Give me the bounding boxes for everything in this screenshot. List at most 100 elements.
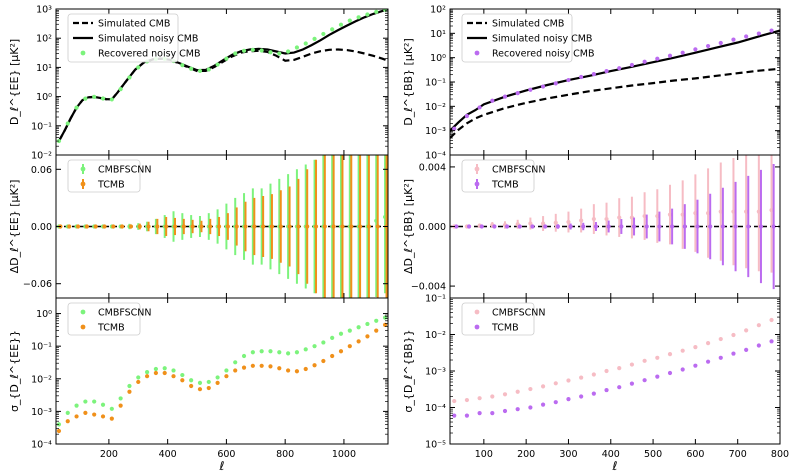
data-point: [756, 209, 761, 214]
data-point: [515, 389, 520, 394]
data-point: [693, 363, 698, 368]
data-point: [718, 40, 723, 46]
data-point: [705, 341, 711, 346]
legend-label: Simulated noisy CMB: [492, 34, 592, 45]
data-point: [374, 328, 379, 333]
data-point: [382, 9, 388, 12]
data-point: [771, 224, 776, 229]
data-point: [84, 224, 89, 229]
data-point: [718, 355, 723, 360]
data-point: [190, 224, 195, 229]
ee-residual-ylabel: ΔD_ℓ^{EE} [μK²]: [8, 180, 21, 274]
chart-text: 10⁻² 10⁻¹ 10⁰ 10¹ 10² 10³ D_ℓ^{EE} [μK²] Simula…: [8, 5, 789, 461]
data-point: [655, 355, 660, 360]
data-point: [667, 370, 673, 376]
data-point: [744, 209, 749, 214]
ee-sigma-frame: [55, 297, 389, 445]
x-tick-label: 300: [559, 449, 577, 460]
data-point: [206, 379, 211, 385]
data-point: [65, 121, 70, 126]
data-point: [655, 374, 660, 379]
data-point: [543, 224, 548, 229]
data-point: [330, 353, 335, 359]
legend-label: Simulated noisy CMB: [98, 34, 198, 45]
data-point: [171, 368, 176, 373]
data-point: [338, 331, 344, 336]
x-tick-label: 200: [517, 449, 535, 460]
legend-label: Simulated CMB: [492, 19, 564, 30]
data-point: [197, 380, 203, 385]
data-point: [312, 36, 317, 41]
data-point: [705, 210, 711, 216]
x-tick-label: 700: [729, 449, 747, 460]
data-point: [606, 224, 611, 229]
data-point: [579, 394, 584, 399]
data-point: [180, 372, 185, 378]
data-point: [224, 368, 229, 373]
data-point: [731, 332, 736, 338]
data-point: [553, 220, 558, 225]
data-point: [619, 224, 624, 229]
data-point: [118, 87, 123, 92]
data-point: [294, 350, 300, 355]
y-tick-label: 0.000: [419, 222, 446, 233]
data-point: [490, 411, 495, 416]
data-point: [347, 18, 352, 23]
data-point: [477, 411, 482, 416]
data-point: [731, 209, 736, 214]
data-point: [591, 216, 596, 222]
series-line-simulated-cmb: [57, 48, 388, 142]
legend-label: CMBFSCNN: [98, 308, 152, 319]
data-point: [720, 224, 725, 229]
series-line-simulated-cmb: [450, 67, 780, 139]
series-line-simulated-noisy-cmb: [57, 9, 388, 142]
data-point: [604, 387, 609, 393]
data-point: [67, 224, 72, 229]
data-point: [591, 391, 596, 396]
data-point: [528, 405, 533, 410]
data-point: [127, 75, 132, 80]
data-point: [349, 224, 354, 229]
data-point: [490, 98, 495, 103]
x-tick-label: 1000: [332, 449, 356, 460]
legend-label: CMBFSCNN: [98, 165, 152, 176]
data-point: [579, 74, 584, 80]
data-point: [303, 41, 308, 46]
data-point: [162, 366, 167, 371]
data-point: [718, 209, 723, 214]
data-point: [530, 224, 535, 229]
data-point: [338, 22, 344, 27]
data-point: [744, 347, 749, 352]
data-point: [502, 408, 508, 414]
legend-marker: [80, 181, 86, 187]
data-point: [294, 45, 300, 50]
data-point: [259, 363, 264, 368]
data-point: [365, 321, 370, 327]
data-point: [756, 323, 761, 328]
data-point: [312, 344, 317, 349]
data-point: [490, 394, 495, 399]
data-point: [746, 224, 751, 229]
data-point: [278, 224, 283, 229]
data-point: [657, 224, 662, 229]
data-point: [172, 224, 178, 229]
data-point: [357, 224, 363, 229]
data-point: [206, 67, 211, 72]
data-point: [452, 413, 457, 418]
x-tick-label: 600: [686, 449, 704, 460]
data-point: [252, 224, 257, 229]
data-point: [718, 336, 723, 342]
data-point: [566, 77, 571, 83]
y-tick-label: 10⁻²: [31, 374, 52, 385]
y-tick-label: 10⁰: [430, 53, 446, 64]
bb-residual-ylabel: ΔD_ℓ^{BB} [μK²]: [402, 179, 415, 274]
data-point: [375, 224, 380, 229]
data-point: [667, 352, 673, 357]
data-point: [215, 380, 220, 385]
y-tick-label: 10²: [36, 34, 52, 45]
data-point: [109, 97, 114, 102]
data-point: [65, 419, 70, 424]
data-point: [259, 48, 264, 53]
data-point: [215, 375, 220, 380]
